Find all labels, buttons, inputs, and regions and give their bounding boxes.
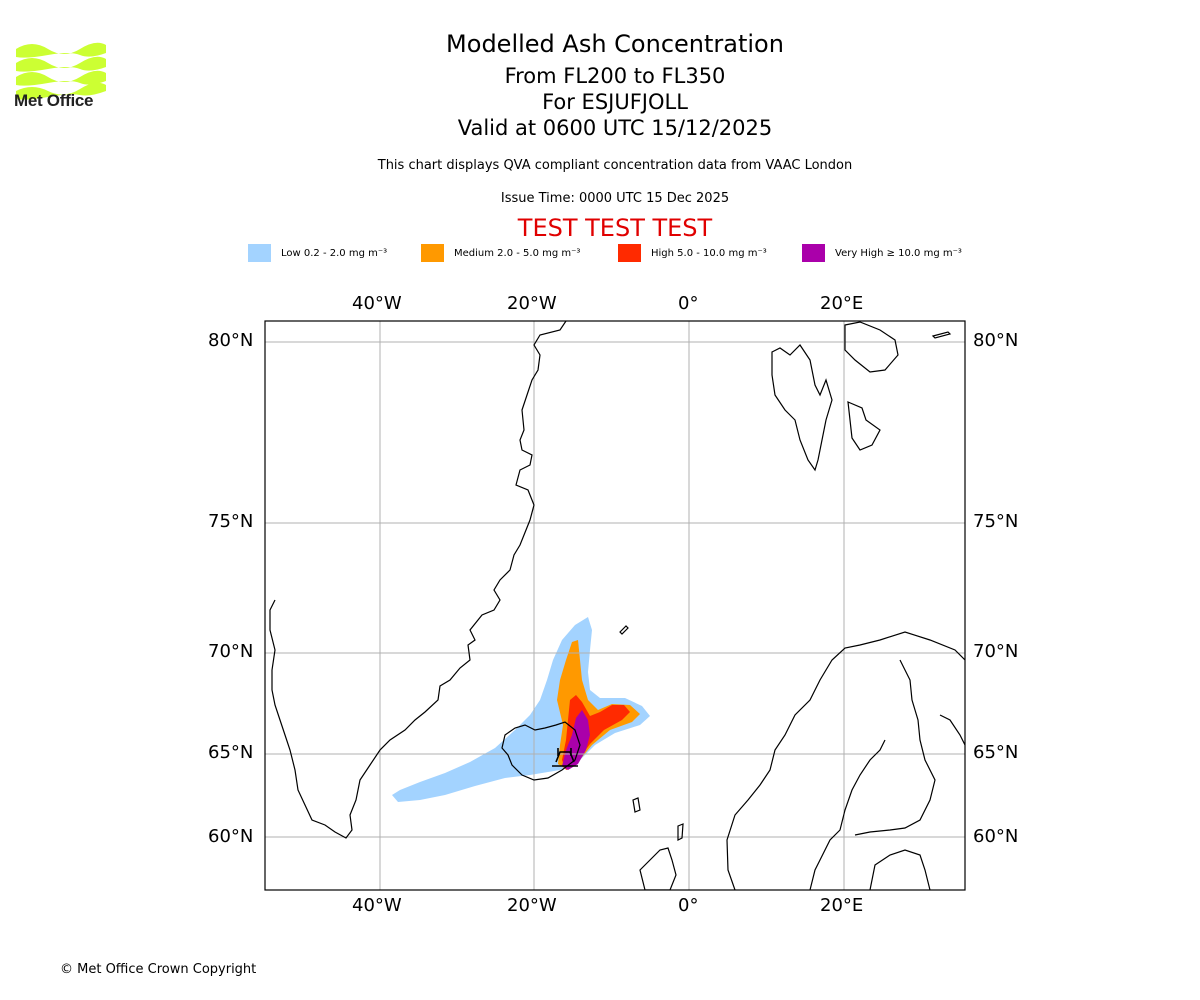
- map-frame: [264, 320, 966, 891]
- graticule: [265, 321, 965, 890]
- lat-tick-left: 60°N: [208, 826, 254, 847]
- flight-levels: From FL200 to FL350: [504, 64, 726, 88]
- ash-very-high-region: [562, 710, 590, 770]
- lat-tick-left: 75°N: [208, 511, 254, 532]
- valid-time: Valid at 0600 UTC 15/12/2025: [457, 116, 773, 140]
- lat-tick-left: 70°N: [208, 641, 254, 662]
- legend-label-medium: Medium 2.0 - 5.0 mg m⁻³: [454, 247, 581, 259]
- lat-tick-right: 80°N: [973, 330, 1019, 351]
- lat-tick-right: 75°N: [973, 511, 1019, 532]
- coastline-kvitoya: [931, 331, 952, 339]
- coastline-russia: [939, 714, 965, 746]
- coastline-faroe: [632, 797, 641, 813]
- legend-label-very-high: Very High ≥ 10.0 mg m⁻³: [835, 247, 962, 259]
- lon-tick-top: 20°W: [507, 293, 557, 314]
- legend-item-very-high: Very High ≥ 10.0 mg m⁻³: [802, 244, 962, 262]
- coastline-greenland-east: [269, 321, 567, 839]
- coastline-jan-mayen: [619, 625, 629, 635]
- coastline-iceland: [501, 721, 581, 781]
- legend-label-high: High 5.0 - 10.0 mg m⁻³: [651, 247, 767, 259]
- ash-low-region: [392, 617, 650, 802]
- coastline-edgeoya: [847, 401, 881, 451]
- lat-tick-right: 65°N: [973, 742, 1019, 763]
- coastline-norway-west: [726, 631, 965, 890]
- legend-item-medium: Medium 2.0 - 5.0 mg m⁻³: [421, 244, 580, 262]
- coastline-scotland: [639, 847, 677, 890]
- coastlines: [269, 321, 965, 890]
- volcano-marker-icon: [552, 748, 578, 767]
- legend-swatch-medium: [421, 244, 444, 262]
- coastline-baltic-states: [869, 849, 931, 890]
- lon-tick-bottom: 20°E: [820, 895, 864, 916]
- coastline-finland: [854, 659, 936, 836]
- lon-tick-top: 40°W: [352, 293, 402, 314]
- copyright: © Met Office Crown Copyright: [60, 962, 257, 977]
- lon-tick-bottom: 20°W: [507, 895, 557, 916]
- met-office-logo: [16, 42, 106, 100]
- chart-title: Modelled Ash Concentration: [446, 30, 784, 58]
- legend-item-low: Low 0.2 - 2.0 mg m⁻³: [248, 244, 387, 262]
- lon-tick-bottom: 0°: [678, 895, 699, 916]
- lon-tick-top: 0°: [678, 293, 699, 314]
- chart-note: This chart displays QVA compliant concen…: [377, 158, 853, 173]
- test-banner: TEST TEST TEST: [517, 214, 713, 242]
- coastline-svalbard: [771, 344, 833, 472]
- coastline-nordaustlandet: [844, 321, 899, 373]
- coastline-sweden-baltic: [809, 739, 886, 890]
- lat-tick-left: 65°N: [208, 742, 254, 763]
- legend-swatch-very-high: [802, 244, 825, 262]
- coastline-shetland: [677, 823, 684, 841]
- lat-tick-right: 60°N: [973, 826, 1019, 847]
- issue-time: Issue Time: 0000 UTC 15 Dec 2025: [500, 191, 730, 206]
- legend-swatch-low: [248, 244, 271, 262]
- legend-label-low: Low 0.2 - 2.0 mg m⁻³: [281, 247, 388, 259]
- volcano-name: For ESJUFJOLL: [542, 90, 688, 114]
- lat-tick-right: 70°N: [973, 641, 1019, 662]
- lon-tick-top: 20°E: [820, 293, 864, 314]
- lat-tick-left: 80°N: [208, 330, 254, 351]
- legend-swatch-high: [618, 244, 641, 262]
- legend-item-high: High 5.0 - 10.0 mg m⁻³: [618, 244, 767, 262]
- lon-tick-bottom: 40°W: [352, 895, 402, 916]
- logo-text: Met Office: [14, 91, 94, 110]
